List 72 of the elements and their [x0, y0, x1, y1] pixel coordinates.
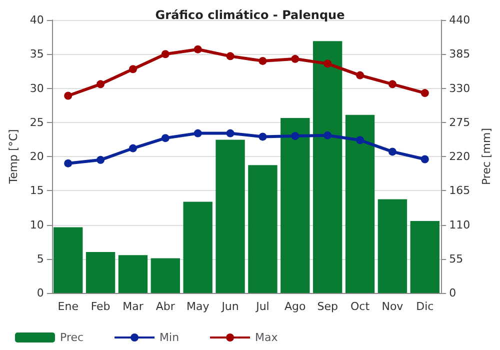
point [161, 50, 170, 58]
point [324, 60, 332, 68]
y2-tick-label: 330 [449, 82, 470, 95]
x-tick-label: Jul [255, 300, 270, 313]
y2-tick-label: 220 [449, 150, 470, 163]
point [194, 129, 202, 138]
y2-axis-title: Prec [mm] [480, 128, 493, 186]
x-tick-label: Jun [220, 300, 239, 313]
y2-tick-label: 440 [449, 14, 470, 26]
bar [54, 227, 83, 293]
point [356, 136, 364, 144]
y2-tick-label: 385 [449, 48, 470, 61]
y-tick-label: 10 [30, 218, 44, 232]
y-axis-title: Temp [°C] [7, 129, 20, 185]
y2-tick-label: 0 [449, 286, 456, 300]
bar [86, 252, 116, 293]
x-tick-label: Ene [58, 300, 79, 313]
x-tick-label: Dic [416, 300, 434, 313]
y2-tick-label: 165 [449, 184, 470, 198]
x-tick-label: Abr [156, 300, 176, 313]
bar [150, 258, 180, 293]
y-tick-label: 15 [30, 184, 44, 198]
point [388, 148, 396, 156]
point [96, 156, 105, 164]
bar [183, 202, 212, 293]
bar [280, 118, 310, 293]
x-tick-label: Mar [122, 300, 144, 313]
chart-title: Gráfico climático - Palenque [155, 8, 345, 22]
point [128, 65, 137, 74]
bar [312, 41, 342, 293]
x-tick-label: Sep [317, 300, 338, 313]
y-tick-label: 30 [30, 82, 44, 95]
bar [410, 221, 440, 293]
point [226, 129, 234, 138]
y2-tick-label: 55 [449, 252, 464, 266]
point [388, 80, 396, 88]
point [291, 54, 300, 63]
point [64, 159, 72, 168]
y2-tick-label: 110 [449, 218, 470, 232]
point [96, 80, 105, 88]
x-tick-label: Feb [90, 300, 110, 313]
y-tick-label: 40 [30, 14, 44, 26]
x-tick-label: May [186, 300, 210, 313]
y2-tick-label: 275 [449, 116, 470, 129]
point [356, 71, 364, 80]
x-tick-label: Nov [382, 300, 404, 313]
y-tick-label: 25 [30, 116, 44, 129]
y-tick-label: 35 [30, 48, 44, 61]
point [258, 132, 267, 141]
bar [216, 140, 245, 293]
bar [345, 114, 375, 293]
legend-label: Min [160, 331, 180, 344]
point [420, 155, 429, 164]
point [258, 56, 267, 65]
x-tick-label: Oct [350, 300, 370, 313]
point [128, 144, 137, 152]
y-tick-label: 20 [30, 150, 44, 163]
legend-label: Max [255, 331, 278, 344]
legend-label: Prec [60, 331, 84, 344]
point [420, 89, 429, 98]
point [161, 134, 170, 142]
bar [118, 255, 148, 293]
point [226, 52, 234, 60]
point [291, 132, 300, 140]
y-tick-label: 5 [36, 252, 44, 266]
bar [248, 165, 278, 293]
point [64, 92, 72, 100]
bar [378, 199, 408, 293]
point [324, 131, 332, 140]
point [194, 45, 202, 54]
y-tick-label: 0 [36, 286, 44, 300]
x-tick-label: Ago [284, 300, 306, 313]
